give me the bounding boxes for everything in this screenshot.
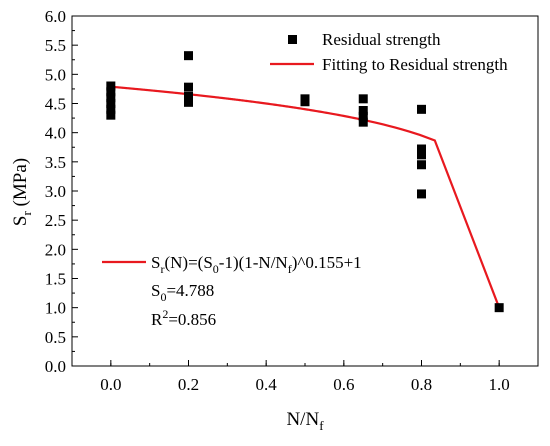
data-point — [106, 99, 116, 108]
annotation-formula: Sr(N)=(S0-1)(1-N/Nf)^0.155+1 — [151, 253, 362, 276]
annotation-r2: R2=0.856 — [151, 307, 216, 329]
y-tick-label: 1.5 — [45, 270, 66, 289]
x-tick-label: 0.2 — [178, 375, 199, 394]
x-tick-label: 0.8 — [411, 375, 432, 394]
plot-area — [71, 15, 539, 367]
y-tick-label: 0.0 — [45, 357, 66, 376]
data-point — [184, 82, 193, 92]
y-tick-label: 1.0 — [45, 299, 66, 318]
x-tick-label: 0.4 — [256, 375, 278, 394]
data-point — [184, 92, 193, 101]
legend-marker-residual-strength — [288, 35, 297, 44]
y-tick-label: 4.0 — [45, 124, 66, 143]
scatter-points — [106, 51, 504, 313]
data-point — [494, 303, 504, 313]
x-tick-label: 0.6 — [333, 375, 354, 394]
y-axis-label: Sr (MPa) — [10, 158, 34, 226]
data-point — [106, 104, 116, 114]
y-tick-label: 3.5 — [45, 153, 66, 172]
y-tick-label: 5.0 — [45, 65, 66, 84]
data-point — [417, 189, 426, 199]
data-point — [358, 111, 368, 121]
fit-curve — [110, 85, 501, 309]
data-point — [106, 87, 116, 97]
y-axis: 0.0 0.5 1.0 1.5 2.0 2.5 3.0 3.5 4.0 4.5 5.0 5.5 6.0 — [45, 7, 78, 376]
x-axis-label: N/Nf — [286, 409, 324, 433]
data-point — [417, 104, 426, 114]
fit-annotation: Sr(N)=(S0-1)(1-N/Nf)^0.155+1 S0=4.788 R2… — [102, 253, 362, 329]
data-point — [358, 94, 368, 104]
y-tick-label: 2.0 — [45, 240, 66, 259]
data-point — [417, 160, 426, 170]
data-point — [106, 81, 116, 91]
y-tick-label: 3.0 — [45, 182, 66, 201]
y-tick-label: 4.5 — [45, 95, 66, 114]
data-point — [300, 97, 310, 107]
data-point — [358, 106, 368, 115]
data-point — [106, 93, 116, 103]
legend: Residual strength Fitting to Residual st… — [270, 30, 508, 74]
x-tick-label: 0.0 — [100, 375, 121, 394]
legend-label-fitting: Fitting to Residual strength — [322, 55, 508, 74]
x-tick-label: 1.0 — [489, 375, 510, 394]
y-tick-label: 2.5 — [45, 211, 66, 230]
data-point — [184, 97, 193, 107]
y-tick-label: 5.5 — [45, 36, 66, 55]
y-tick-label: 6.0 — [45, 7, 66, 26]
legend-label-residual-strength: Residual strength — [322, 30, 441, 49]
data-point — [358, 117, 368, 127]
data-point — [184, 51, 193, 61]
data-point — [417, 144, 426, 154]
data-point — [417, 150, 426, 160]
annotation-s0: S0=4.788 — [151, 281, 214, 304]
y-tick-label: 0.5 — [45, 328, 66, 347]
x-axis: 0.0 0.2 0.4 0.6 0.8 1.0 — [100, 360, 510, 394]
data-point — [106, 110, 116, 120]
